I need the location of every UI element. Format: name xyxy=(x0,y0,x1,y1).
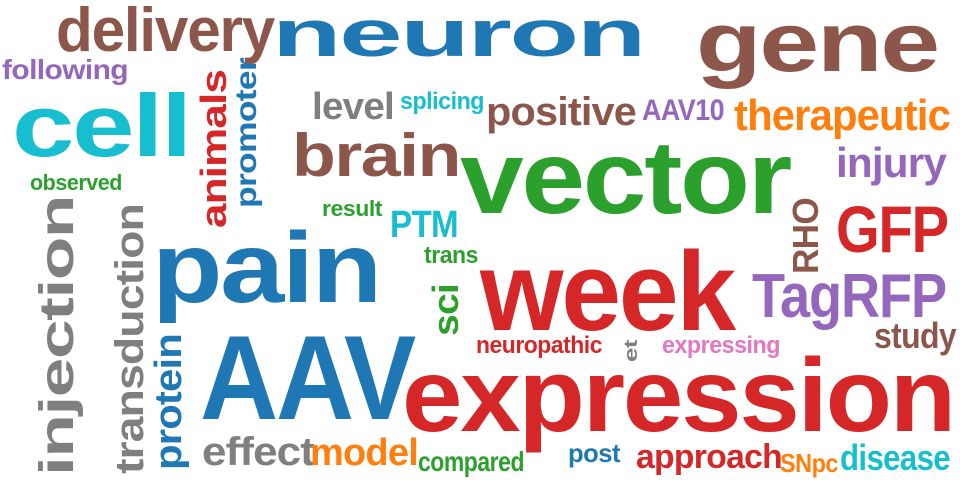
word-aav10: AAV10 xyxy=(642,94,725,127)
word-therapeutic: therapeutic xyxy=(734,91,951,140)
word-protein: protein xyxy=(148,334,190,470)
word-observed: observed xyxy=(30,170,122,195)
word-brain: brain xyxy=(292,122,461,189)
word-vector: vector xyxy=(460,120,792,236)
word-sci: sci xyxy=(425,284,466,336)
word-trans: trans xyxy=(424,242,478,269)
word-following: following xyxy=(2,54,129,85)
word-study: study xyxy=(874,315,957,356)
word-approach: approach xyxy=(636,438,783,476)
word-result: result xyxy=(322,196,382,221)
word-post: post xyxy=(568,438,621,468)
word-promoter: promoter xyxy=(230,58,263,208)
word-ptm: PTM xyxy=(390,204,459,246)
word-disease: disease xyxy=(840,437,951,478)
word-effect: effect xyxy=(202,430,315,474)
word-gfp: GFP xyxy=(836,192,949,266)
word-expressing: expressing xyxy=(662,332,780,359)
word-snpc: SNpc xyxy=(780,448,838,478)
word-pain: pain xyxy=(152,212,382,324)
word-week: week xyxy=(480,229,736,354)
word-cell: cell xyxy=(12,76,192,175)
word-delivery: delivery xyxy=(56,0,275,65)
word-injection: injection xyxy=(31,196,84,477)
word-expression: expression xyxy=(402,338,956,454)
word-splicing: splicing xyxy=(400,88,484,115)
word-neuron: neuron xyxy=(272,0,646,70)
word-injury: injury xyxy=(836,139,947,186)
word-gene: gene xyxy=(696,0,940,89)
word-transduction: transduction xyxy=(108,204,152,474)
word-animals: animals xyxy=(193,69,234,228)
word-tagrfp: TagRFP xyxy=(752,262,947,331)
word-neuropathic: neuropathic xyxy=(476,332,602,359)
word-compared: compared xyxy=(418,446,524,477)
word-aav: AAV xyxy=(200,311,416,445)
word-level: level xyxy=(312,86,395,128)
word-model: model xyxy=(310,432,419,474)
word-positive: positive xyxy=(486,90,637,134)
